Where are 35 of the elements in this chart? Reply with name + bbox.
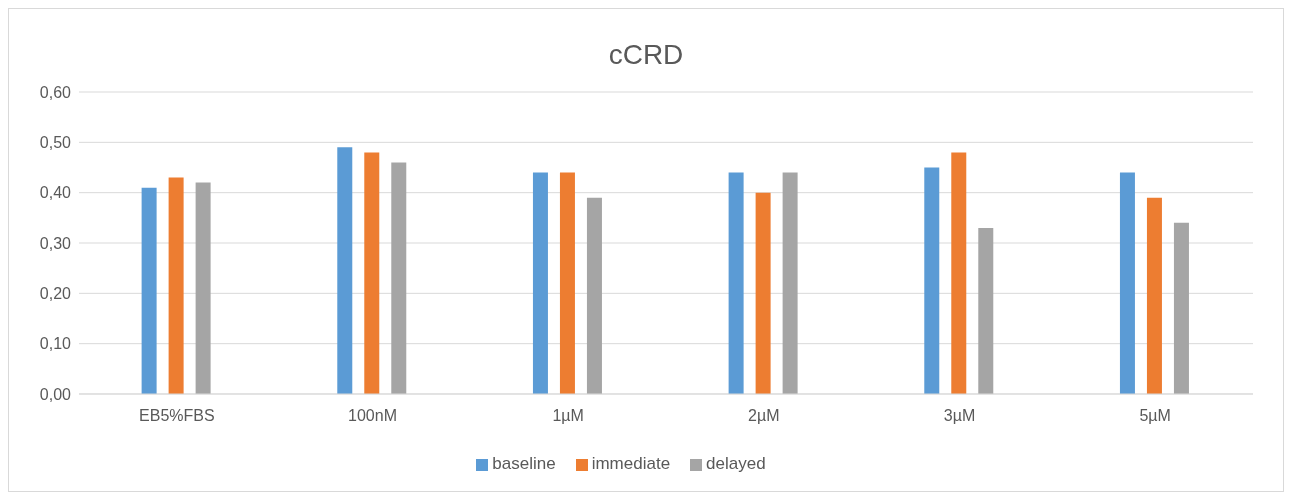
bar — [782, 172, 798, 394]
bar — [586, 197, 602, 394]
x-tick-label: 100nM — [348, 407, 397, 425]
bar — [168, 177, 184, 394]
x-tick-label: 5µM — [1139, 407, 1171, 425]
x-tick-label: 2µM — [748, 407, 780, 425]
bar — [951, 152, 967, 394]
x-tick-label: 1µM — [552, 407, 584, 425]
bar — [728, 172, 744, 394]
bar — [978, 227, 994, 394]
bar — [1119, 172, 1135, 394]
bar — [364, 152, 380, 394]
y-tick-label: 0,40 — [39, 184, 72, 202]
bar — [532, 172, 548, 394]
bar — [195, 182, 211, 394]
bar — [755, 192, 771, 394]
y-tick-label: 0,30 — [39, 234, 72, 252]
bar — [559, 172, 575, 394]
chart-title: cCRD — [607, 38, 685, 72]
bar — [1146, 197, 1162, 394]
x-tick-label: EB5%FBS — [139, 407, 215, 425]
legend-label: delayed — [706, 454, 766, 473]
y-tick-label: 0,50 — [39, 134, 72, 152]
y-tick-label: 0,20 — [39, 285, 72, 303]
y-tick-label: 0,00 — [39, 385, 72, 403]
bar — [924, 167, 940, 394]
bar — [141, 187, 157, 394]
bar — [1173, 222, 1189, 394]
bar — [337, 147, 353, 394]
y-tick-label: 0,60 — [39, 83, 72, 101]
legend-label: baseline — [492, 454, 556, 473]
legend-label: immediate — [591, 454, 671, 473]
x-tick-label: 3µM — [943, 407, 976, 425]
bar — [391, 162, 407, 394]
y-tick-label: 0,10 — [39, 335, 72, 353]
